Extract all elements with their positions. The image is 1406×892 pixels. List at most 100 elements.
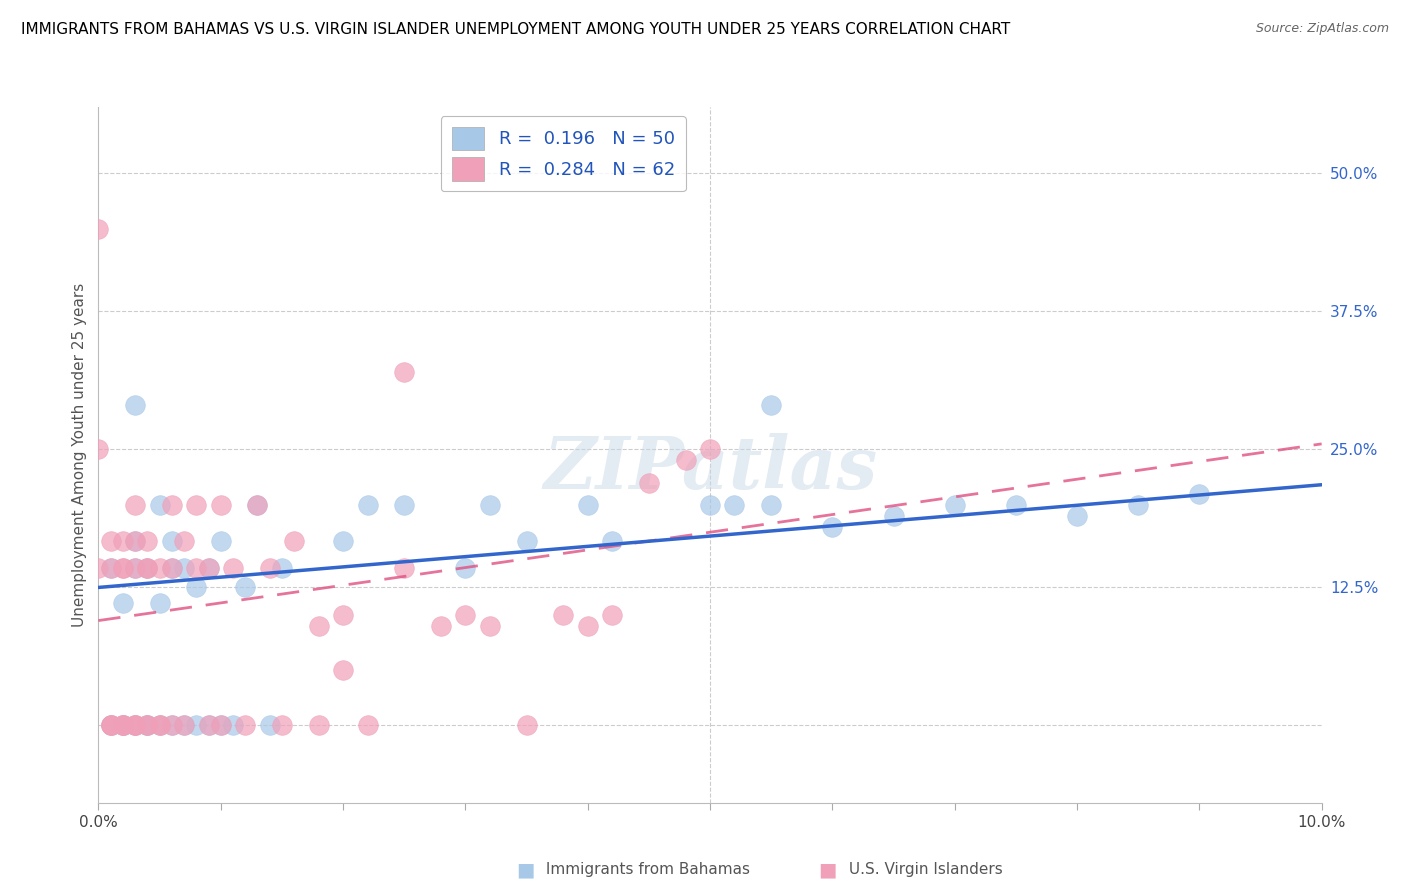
Point bbox=[723, 498, 745, 512]
Point bbox=[136, 560, 159, 574]
Point bbox=[124, 560, 146, 574]
Point bbox=[197, 560, 219, 574]
Point bbox=[209, 534, 232, 549]
Point bbox=[111, 718, 134, 732]
Point bbox=[100, 718, 122, 732]
Text: ZIPatlas: ZIPatlas bbox=[543, 434, 877, 504]
Point bbox=[124, 534, 146, 549]
Point bbox=[160, 718, 183, 732]
Point bbox=[136, 718, 159, 732]
Point bbox=[100, 718, 122, 732]
Point bbox=[124, 534, 146, 549]
Point bbox=[821, 519, 844, 533]
Point bbox=[516, 534, 538, 549]
Point bbox=[759, 498, 782, 512]
Point bbox=[124, 398, 146, 412]
Point bbox=[600, 608, 623, 623]
Point bbox=[699, 442, 721, 457]
Point bbox=[576, 619, 599, 633]
Point bbox=[430, 619, 453, 633]
Point bbox=[197, 718, 219, 732]
Point bbox=[173, 534, 195, 549]
Text: U.S. Virgin Islanders: U.S. Virgin Islanders bbox=[844, 863, 1002, 877]
Point bbox=[136, 560, 159, 574]
Point bbox=[516, 718, 538, 732]
Point bbox=[111, 534, 134, 549]
Point bbox=[100, 718, 122, 732]
Point bbox=[600, 534, 623, 549]
Point bbox=[637, 475, 661, 490]
Point bbox=[233, 718, 256, 732]
Text: Source: ZipAtlas.com: Source: ZipAtlas.com bbox=[1256, 22, 1389, 36]
Point bbox=[173, 718, 195, 732]
Point bbox=[332, 534, 354, 549]
Point bbox=[478, 619, 501, 633]
Point bbox=[160, 498, 183, 512]
Legend: R =  0.196   N = 50, R =  0.284   N = 62: R = 0.196 N = 50, R = 0.284 N = 62 bbox=[441, 116, 686, 192]
Point bbox=[111, 718, 134, 732]
Point bbox=[111, 718, 134, 732]
Point bbox=[675, 453, 697, 467]
Point bbox=[160, 560, 183, 574]
Point bbox=[100, 560, 122, 574]
Text: Immigrants from Bahamas: Immigrants from Bahamas bbox=[541, 863, 751, 877]
Text: IMMIGRANTS FROM BAHAMAS VS U.S. VIRGIN ISLANDER UNEMPLOYMENT AMONG YOUTH UNDER 2: IMMIGRANTS FROM BAHAMAS VS U.S. VIRGIN I… bbox=[21, 22, 1011, 37]
Point bbox=[209, 718, 232, 732]
Point bbox=[149, 718, 172, 732]
Point bbox=[149, 596, 172, 610]
Point bbox=[136, 718, 159, 732]
Point bbox=[332, 608, 354, 623]
Point bbox=[332, 663, 354, 677]
Point bbox=[283, 534, 305, 549]
Point bbox=[356, 718, 378, 732]
Point bbox=[209, 498, 232, 512]
Point bbox=[111, 718, 134, 732]
Point bbox=[943, 498, 966, 512]
Point bbox=[454, 560, 477, 574]
Point bbox=[160, 534, 183, 549]
Text: ■: ■ bbox=[818, 860, 837, 880]
Point bbox=[197, 560, 219, 574]
Point bbox=[392, 498, 416, 512]
Point bbox=[124, 560, 146, 574]
Point bbox=[173, 560, 195, 574]
Point bbox=[100, 718, 122, 732]
Point bbox=[149, 498, 172, 512]
Point bbox=[160, 560, 183, 574]
Point bbox=[270, 718, 292, 732]
Point bbox=[111, 560, 134, 574]
Point bbox=[392, 560, 416, 574]
Point bbox=[136, 718, 159, 732]
Point bbox=[149, 718, 172, 732]
Point bbox=[100, 560, 122, 574]
Point bbox=[222, 560, 245, 574]
Point bbox=[87, 560, 110, 574]
Point bbox=[222, 718, 245, 732]
Point bbox=[124, 498, 146, 512]
Point bbox=[356, 498, 378, 512]
Point bbox=[124, 718, 146, 732]
Point bbox=[149, 718, 172, 732]
Point bbox=[197, 718, 219, 732]
Point bbox=[883, 508, 905, 523]
Point bbox=[553, 608, 575, 623]
Point bbox=[124, 718, 146, 732]
Point bbox=[111, 718, 134, 732]
Point bbox=[186, 560, 208, 574]
Point bbox=[136, 560, 159, 574]
Point bbox=[124, 718, 146, 732]
Point bbox=[1188, 486, 1211, 500]
Point bbox=[454, 608, 477, 623]
Point bbox=[259, 560, 281, 574]
Point bbox=[87, 221, 110, 235]
Point bbox=[308, 718, 330, 732]
Point bbox=[759, 398, 782, 412]
Point bbox=[186, 718, 208, 732]
Point bbox=[1066, 508, 1088, 523]
Point bbox=[111, 596, 134, 610]
Point bbox=[270, 560, 292, 574]
Point bbox=[173, 718, 195, 732]
Point bbox=[124, 718, 146, 732]
Point bbox=[136, 718, 159, 732]
Point bbox=[478, 498, 501, 512]
